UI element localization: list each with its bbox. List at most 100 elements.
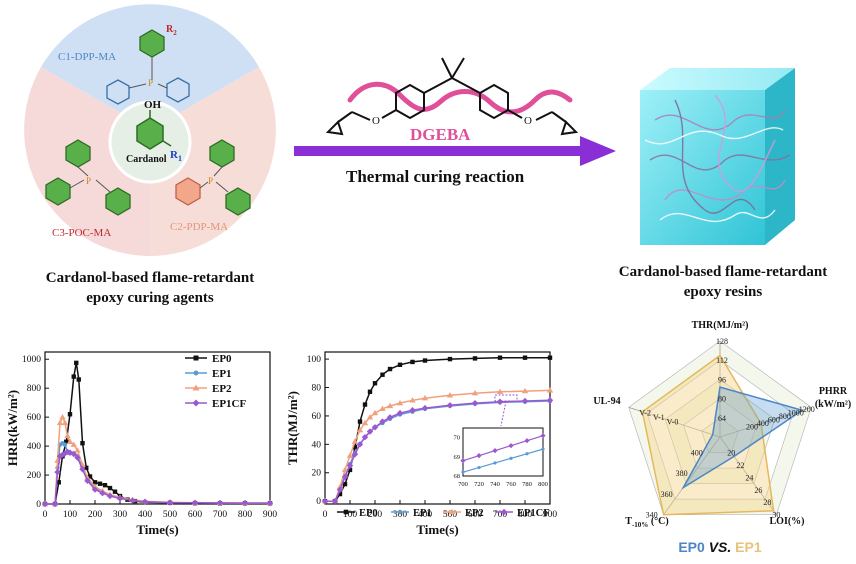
radar-tick-label: 340 [646,511,658,520]
x-tick-label: 900 [543,510,558,520]
right-caption-line1: Cardanol-based flame-retardant [618,264,828,280]
data-point-ep2 [361,419,369,426]
data-point-ep0 [380,372,385,377]
data-point-ep0 [97,481,103,486]
data-point-ep1cf [51,500,59,508]
radar-tick-label: 400 [691,449,703,458]
inset-x-tick-label: 720 [474,481,484,488]
data-point-ep2 [70,441,77,447]
data-point-ep0 [84,465,89,471]
data-point-ep2 [61,419,69,426]
axis-label-phrr-unit: (kW/m²) [815,399,851,410]
data-point-ep0 [357,419,363,424]
data-point-ep2 [379,405,386,412]
data-point-ep0 [362,402,368,407]
left-caption-line2: epoxy curing agents [86,290,214,306]
data-point-ep0 [497,355,503,360]
inset-point-ep1cf [508,443,514,449]
data-point-ep1cf [191,499,199,507]
cube-top [640,68,795,90]
c2-ring-3 [225,187,251,216]
data-point-ep0 [342,481,348,487]
x-tick-label: 100 [63,510,78,520]
axis-label-t10: T-10% (°C) [625,516,668,529]
data-point-ep2 [346,452,354,458]
cardanol-label: Cardanol [126,154,167,165]
data-point-ep0 [102,482,108,488]
data-point-ep0 [56,480,61,485]
data-point-ep2 [56,419,64,426]
radar-area-ep1 [641,354,775,516]
inset-point-ep1cf [476,453,482,459]
data-point-ep0 [372,381,378,386]
data-point-ep1cf [346,462,354,469]
data-point-ep1cf [106,492,114,500]
inset-point-ep1cf [540,433,546,439]
data-point-ep1cf [446,402,454,409]
data-point-ep1cf [41,500,49,508]
data-point-ep0 [337,491,343,497]
legend-label-ep2: EP2 [465,508,484,519]
y-tick-label: 80 [312,384,322,394]
data-point-ep1cf [216,499,224,507]
y-axis-label: THR(MJ/m²) [285,391,300,465]
radar-tick-label: 112 [716,356,728,365]
data-point-ep0 [76,377,81,382]
data-point-ep0 [67,412,73,417]
data-point-ep0 [112,489,118,494]
data-point-ep1cf [166,499,174,506]
y-tick-label: 0 [36,500,41,510]
radar-tick-label: 24 [745,473,753,482]
y-tick-label: 40 [312,440,322,450]
data-point-ep1cf [356,441,364,448]
dgeba-ring-right [479,83,509,120]
inset-point-ep1cf [524,438,530,444]
legend-marker-ep1 [193,370,199,376]
radar-tick-label: 96 [718,375,726,384]
data-point-ep1cf [421,404,429,412]
data-point-ep1cf [79,466,86,473]
cube-side [765,68,795,245]
data-point-ep0 [352,444,358,450]
hrr-chart: 0 100 200 300 400 500 600 700 800 900 0 200 400 600 80… [5,351,277,537]
radar-chart: 6480961121282004006008001000120020222426… [593,320,851,555]
data-point-ep1cf [361,434,369,441]
phosphorus-left: P [86,176,91,186]
thr-chart: 0 100 200 300 400 500 600 700 800 900 0 20 40 60 80 100… [285,351,558,537]
epoxide-right [560,120,579,136]
plot-frame [324,351,551,505]
radar-tick-label: V-2 [639,409,651,418]
radar-tick-label: 28 [763,498,771,507]
legend-marker-ep2 [192,384,200,391]
data-point-ep1cf [64,448,71,456]
legend-marker-ep1 [397,509,403,515]
data-point-ep0 [347,467,353,473]
data-point-ep2 [521,387,529,394]
axis-label-loi: LOI(%) [770,516,805,527]
x-tick-label: 400 [138,510,153,520]
inset-point-ep1 [509,456,513,460]
right-caption: Cardanol-based flame-retardant epoxy res… [590,262,856,302]
radar-tick-label: V-1 [653,413,665,422]
dgeba-backbone [347,81,573,115]
legend-marker-ep0 [193,355,199,361]
data-point-ep1cf [371,424,379,431]
x-tick-label: 200 [88,510,103,520]
legend-label-ep0: EP0 [212,353,232,365]
y-tick-label: 20 [312,469,322,479]
inset-point-ep1 [477,465,481,470]
data-point-ep2 [421,394,429,401]
plot-frame [44,351,271,505]
reaction-label: Thermal curing reaction [346,167,525,186]
x-axis-label: Time(s) [136,522,178,537]
data-point-ep2 [496,388,504,394]
inset-x-tick-label: 740 [490,481,500,488]
data-point-ep0 [64,439,69,444]
series-line-ep0 [45,362,270,505]
data-point-ep1cf [54,468,61,476]
y-tick-label: 800 [27,384,42,394]
x-axis-label: Time(s) [416,522,458,537]
data-point-ep0 [387,366,393,372]
inset-point-ep1 [461,470,465,474]
data-point-ep2 [396,399,404,406]
